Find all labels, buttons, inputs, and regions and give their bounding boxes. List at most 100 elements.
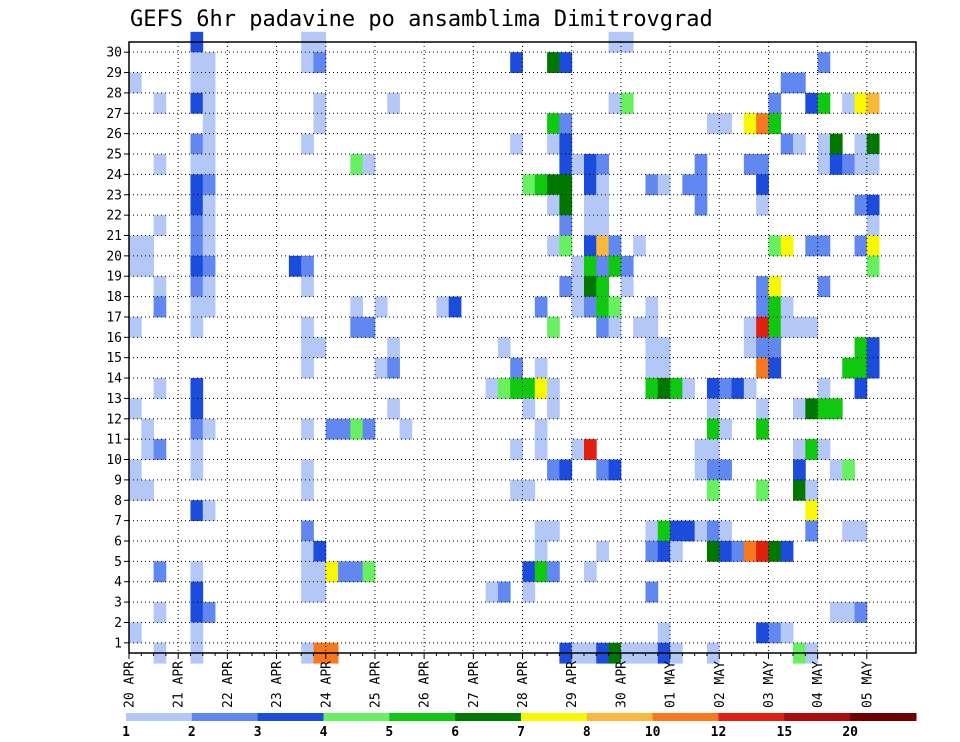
- heatmap-cell: [596, 194, 609, 216]
- heatmap-cell: [756, 194, 769, 216]
- heatmap-cell: [657, 174, 671, 196]
- heatmap-cell: [301, 337, 314, 359]
- heatmap-cell: [694, 439, 708, 460]
- heatmap-cell: [743, 540, 757, 562]
- heatmap-cell: [374, 296, 388, 318]
- heatmap-cell: [129, 235, 142, 257]
- heatmap-cell: [657, 520, 671, 542]
- heatmap-cell: [608, 316, 622, 338]
- x-tick-label: 26 APR: [418, 661, 433, 708]
- heatmap-cell: [633, 316, 646, 338]
- chart-title: GEFS 6hr padavine po ansamblima Dimitrov…: [130, 7, 713, 32]
- heatmap-cell: [350, 561, 364, 583]
- heatmap-cell: [510, 439, 523, 460]
- heatmap-cell: [313, 581, 327, 603]
- heatmap-cell: [657, 540, 671, 562]
- heatmap-cell: [129, 316, 142, 338]
- heatmap-cell: [522, 174, 536, 196]
- heatmap-cell: [768, 357, 782, 379]
- heatmap-cell: [817, 276, 831, 297]
- y-tick-label: 12: [106, 412, 122, 427]
- heatmap-cell: [190, 602, 204, 623]
- heatmap-cell: [866, 194, 880, 216]
- heatmap-cell: [817, 133, 831, 155]
- x-tick-label: 20 APR: [123, 661, 138, 708]
- heatmap-cell: [756, 113, 769, 135]
- y-tick-label: 16: [106, 331, 122, 346]
- heatmap-cell: [596, 235, 609, 257]
- heatmap-cell: [547, 235, 560, 257]
- heatmap-cell: [190, 154, 204, 175]
- heatmap-cell: [768, 337, 782, 359]
- heatmap-cell: [793, 316, 806, 338]
- heatmap-cell: [362, 561, 376, 583]
- heatmap-cell: [313, 540, 327, 562]
- heatmap-cell: [190, 418, 204, 440]
- heatmap-cell: [571, 276, 585, 297]
- heatmap-cell: [706, 520, 720, 542]
- heatmap-cell: [547, 133, 560, 155]
- heatmap-cell: [313, 561, 327, 583]
- heatmap-cell: [706, 113, 720, 135]
- heatmap-cell: [559, 133, 573, 155]
- heatmap-cell: [596, 174, 609, 196]
- heatmap-cell: [301, 479, 314, 501]
- heatmap-cell: [829, 459, 843, 481]
- heatmap-cell: [829, 154, 843, 175]
- heatmap-cell: [534, 296, 548, 318]
- y-tick-label: 8: [114, 494, 122, 509]
- heatmap-cell: [362, 418, 376, 440]
- heatmap-cell: [817, 439, 831, 460]
- heatmap-cell: [768, 235, 782, 257]
- heatmap-cell: [399, 418, 413, 440]
- heatmap-cell: [743, 154, 757, 175]
- heatmap-cell: [374, 357, 388, 379]
- heatmap-cell: [301, 540, 314, 562]
- heatmap-cell: [387, 357, 400, 379]
- heatmap-cell: [141, 255, 154, 277]
- heatmap-cell: [301, 459, 314, 481]
- heatmap-cell: [780, 622, 794, 644]
- heatmap-cell: [313, 52, 327, 73]
- heatmap-cell: [817, 235, 831, 257]
- heatmap-cell: [129, 398, 142, 420]
- heatmap-cell: [645, 581, 659, 603]
- heatmap-cell: [842, 602, 855, 623]
- heatmap-cell: [559, 174, 573, 196]
- heatmap-cell: [756, 296, 769, 318]
- y-tick-label: 22: [106, 209, 122, 224]
- heatmap-cell: [706, 479, 720, 501]
- heatmap-cell: [805, 439, 819, 460]
- heatmap-cell: [756, 622, 769, 644]
- heatmap-cell: [190, 235, 204, 257]
- heatmap-cell: [153, 215, 167, 236]
- heatmap-cell: [510, 479, 523, 501]
- legend-label: 12: [711, 725, 727, 740]
- heatmap-cell: [854, 357, 868, 379]
- heatmap-cell: [817, 92, 831, 114]
- heatmap-cell: [817, 398, 831, 420]
- heatmap-cell: [756, 418, 769, 440]
- heatmap-cell: [313, 92, 327, 114]
- heatmap-cell: [190, 133, 204, 155]
- heatmap-cell: [497, 378, 511, 399]
- heatmap-cell: [202, 174, 216, 196]
- heatmap-cell: [190, 92, 204, 114]
- legend-swatch: [455, 713, 522, 721]
- heatmap-cell: [534, 561, 548, 583]
- heatmap-cell: [805, 398, 819, 420]
- heatmap-cell: [301, 357, 314, 379]
- heatmap-cell: [190, 622, 204, 644]
- legend-swatch: [323, 713, 390, 721]
- heatmap-cell: [534, 357, 548, 379]
- heatmap-cell: [534, 378, 548, 399]
- heatmap-cell: [866, 357, 880, 379]
- x-tick-label: 27 APR: [467, 661, 482, 708]
- heatmap-cell: [153, 92, 167, 114]
- heatmap-cell: [510, 378, 523, 399]
- heatmap-cell: [608, 92, 622, 114]
- heatmap-cell: [670, 540, 683, 562]
- heatmap-cell: [547, 398, 560, 420]
- heatmap-cell: [534, 439, 548, 460]
